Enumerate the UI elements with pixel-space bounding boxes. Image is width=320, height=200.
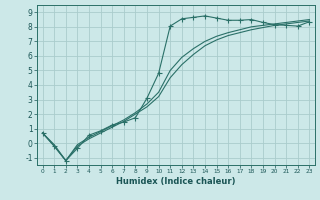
X-axis label: Humidex (Indice chaleur): Humidex (Indice chaleur) — [116, 177, 236, 186]
